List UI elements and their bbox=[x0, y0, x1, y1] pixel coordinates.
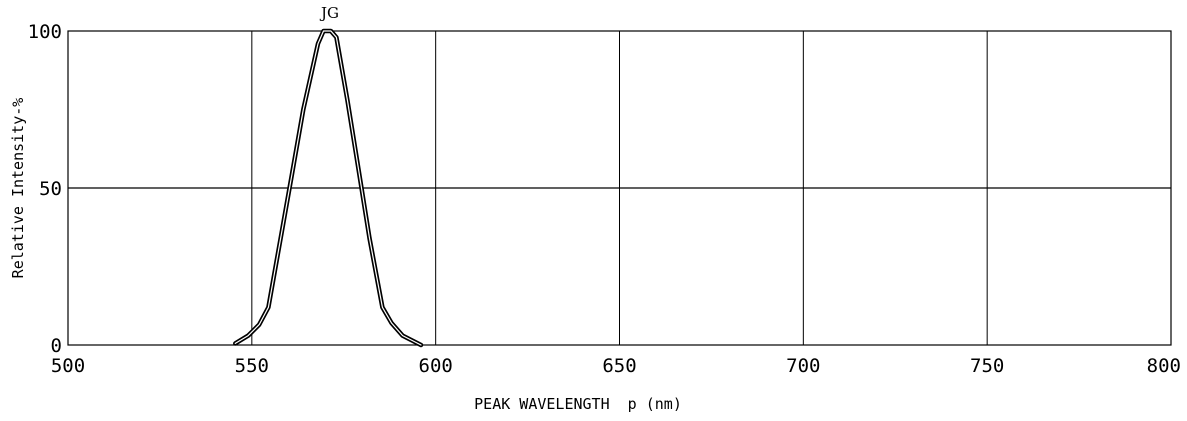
x-tick-label-700: 700 bbox=[786, 355, 820, 377]
x-axis-label: PEAK WAVELENGTH p (nm) bbox=[474, 395, 682, 413]
series-layer bbox=[233, 28, 424, 348]
x-tick-label-800: 800 bbox=[1147, 355, 1181, 377]
x-tick-label-600: 600 bbox=[419, 355, 453, 377]
series-line-inner-0 bbox=[234, 30, 422, 346]
x-tick-label-550: 550 bbox=[235, 355, 269, 377]
grid-layer bbox=[68, 31, 1171, 345]
tick-labels: 500 550 600 650 700 750 800 0 50 100 bbox=[28, 21, 1181, 377]
x-tick-label-650: 650 bbox=[602, 355, 636, 377]
x-tick-label-750: 750 bbox=[970, 355, 1004, 377]
y-axis-label: Relative Intensity-% bbox=[9, 98, 27, 279]
y-tick-label-0: 0 bbox=[51, 335, 62, 357]
x-tick-label-500: 500 bbox=[51, 355, 85, 377]
y-tick-label-50: 50 bbox=[39, 178, 62, 200]
plot-frame bbox=[67, 30, 1172, 346]
y-tick-label-100: 100 bbox=[28, 21, 62, 43]
series-label-jg: JG bbox=[319, 4, 339, 22]
